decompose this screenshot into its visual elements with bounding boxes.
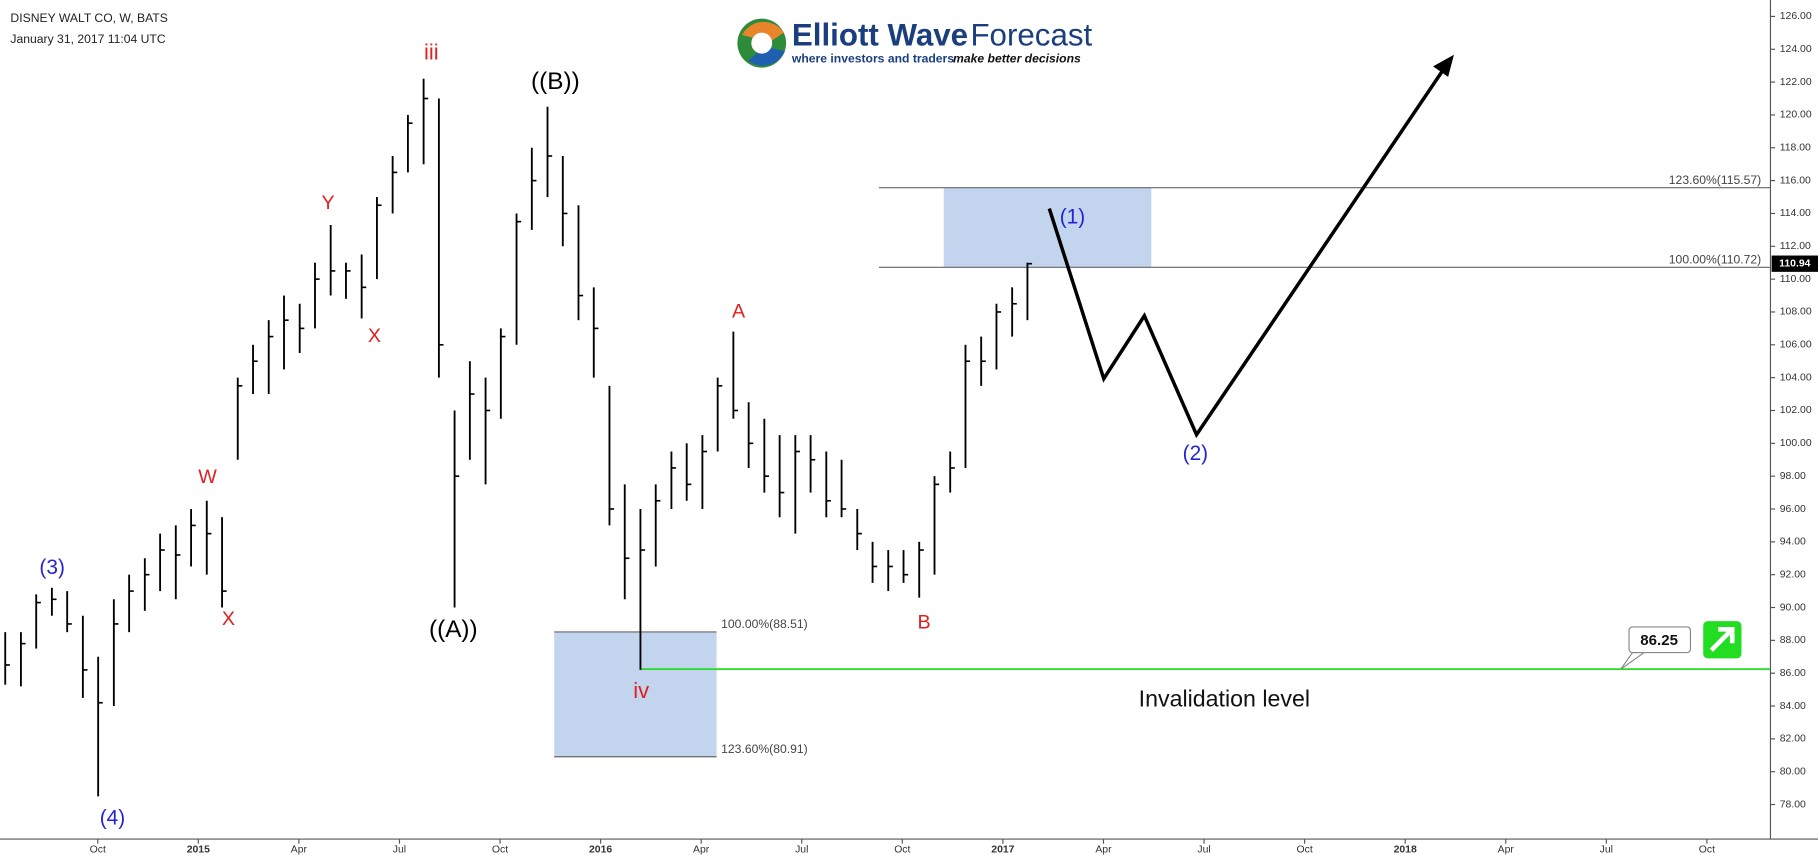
invalidation-value: 86.25 (1640, 632, 1678, 649)
y-tick-label: 102.00 (1780, 405, 1812, 416)
y-tick-label: 78.00 (1780, 799, 1806, 810)
y-tick-label: 120.00 (1780, 110, 1812, 121)
logo-name: Elliott Wave (792, 18, 968, 53)
wave-label: (4) (100, 807, 125, 830)
x-tick-label: Jul (1600, 844, 1613, 855)
x-tick-label: Apr (291, 844, 308, 855)
y-tick-label: 122.00 (1780, 77, 1812, 88)
x-tick-label: Oct (90, 844, 106, 855)
x-tick-label: 2016 (589, 844, 612, 855)
last-price-label: 110.94 (1779, 258, 1811, 269)
y-tick-label: 116.00 (1780, 175, 1811, 186)
y-tick-label: 108.00 (1780, 307, 1812, 318)
wave-label: iv (633, 678, 649, 703)
x-tick-label: Oct (492, 844, 508, 855)
y-tick-label: 110.00 (1780, 274, 1811, 285)
timestamp: January 31, 2017 11:04 UTC (10, 32, 165, 46)
x-tick-label: 2018 (1394, 844, 1417, 855)
y-tick-label: 80.00 (1780, 766, 1806, 777)
x-tick-label: Jul (393, 844, 406, 855)
last-price-box (1771, 255, 1818, 272)
y-tick-label: 124.00 (1780, 44, 1812, 55)
y-tick-label: 106.00 (1780, 340, 1812, 351)
wave-label: X (368, 325, 381, 347)
x-tick-label: Apr (1498, 844, 1515, 855)
wave-label: (3) (39, 556, 64, 579)
fib-label: 123.60%(80.91) (721, 742, 808, 756)
wave-label: (1) (1060, 205, 1085, 228)
x-tick-label: Apr (1095, 844, 1112, 855)
y-tick-label: 114.00 (1780, 208, 1811, 219)
y-tick-label: 98.00 (1780, 471, 1806, 482)
fib-label: 100.00%(88.51) (721, 617, 808, 631)
invalidation-callout-box (1628, 626, 1692, 654)
y-tick-label: 88.00 (1780, 635, 1806, 646)
y-tick-label: 90.00 (1780, 602, 1806, 613)
fib-zone (943, 187, 1152, 268)
wave-label: W (198, 466, 217, 488)
wave-label: iii (424, 39, 439, 64)
y-tick-label: 84.00 (1780, 701, 1806, 712)
projection-path (1047, 66, 1447, 439)
symbol-title: DISNEY WALT CO, W, BATS (10, 11, 167, 25)
y-tick-label: 126.00 (1780, 11, 1812, 22)
logo-name-light: Forecast (970, 18, 1092, 53)
wave-label: ((A)) (429, 616, 478, 643)
wave-label: B (917, 612, 930, 634)
y-tick-label: 96.00 (1780, 504, 1806, 515)
logo-tagline-bold: make better decisions (953, 52, 1081, 66)
wave-label: ((B)) (531, 68, 580, 95)
x-tick-label: 2015 (187, 844, 210, 855)
x-tick-label: Oct (1699, 844, 1715, 855)
logo-icon-center (751, 32, 773, 54)
bullish-arrow (1709, 626, 1735, 652)
y-tick-label: 82.00 (1780, 734, 1806, 745)
invalidation-label: Invalidation level (1139, 685, 1310, 711)
y-tick-label: 94.00 (1780, 537, 1806, 548)
fib-zone (554, 631, 717, 757)
wave-label: Y (322, 192, 335, 214)
x-tick-label: Jul (1197, 844, 1210, 855)
y-tick-label: 112.00 (1780, 241, 1811, 252)
projection-arrowhead (1433, 54, 1454, 77)
logo: Elliott Wave Forecast where investors an… (737, 18, 1092, 68)
x-tick-label: Apr (693, 844, 710, 855)
y-tick-label: 100.00 (1780, 438, 1812, 449)
y-tick-label: 86.00 (1780, 668, 1806, 679)
logo-icon-part (742, 21, 784, 42)
wave-label: A (732, 300, 746, 322)
y-tick-label: 118.00 (1780, 143, 1811, 154)
y-tick-label: 104.00 (1780, 372, 1812, 383)
x-tick-label: Oct (1297, 844, 1313, 855)
y-tick-label: 92.00 (1780, 569, 1806, 580)
logo-icon-part (747, 46, 785, 66)
fib-label: 123.60%(115.57) (1669, 173, 1761, 187)
wave-label: X (222, 608, 235, 630)
wave-label: (2) (1183, 442, 1208, 465)
x-tick-label: Oct (894, 844, 910, 855)
x-tick-label: Jul (795, 844, 808, 855)
x-tick-label: 2017 (991, 844, 1014, 855)
fib-label: 100.00%(110.72) (1669, 253, 1761, 267)
logo-tagline: where investors and traders (791, 52, 954, 66)
